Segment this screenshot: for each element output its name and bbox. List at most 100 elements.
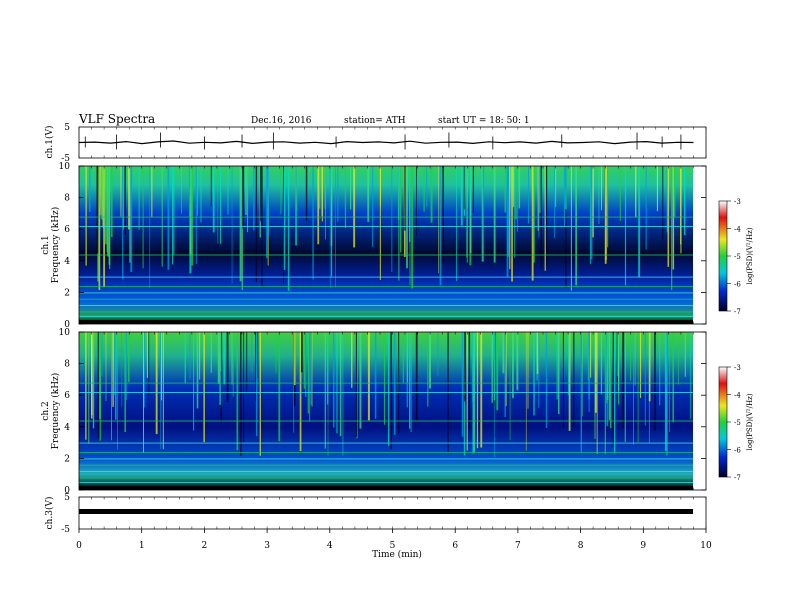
spectrogram-streak	[390, 332, 392, 450]
spectrogram-band	[79, 471, 693, 472]
spectrogram-streak	[516, 332, 519, 391]
spectrogram-streak	[91, 332, 93, 419]
colorbar-tick-label: -6	[734, 281, 741, 289]
spectrogram-streak	[531, 166, 534, 281]
spectrogram-streak	[480, 332, 483, 448]
spectrogram-band	[79, 452, 693, 454]
spectrogram-streak	[517, 166, 518, 232]
start-time-label: start UT = 18: 50: 1	[438, 116, 530, 126]
spectrogram-streak	[537, 166, 539, 231]
spectrogram-streak	[671, 166, 673, 291]
spectrogram-streak	[461, 332, 464, 437]
spectrogram-streak	[564, 166, 567, 210]
spectrogram-streak	[533, 166, 535, 263]
spectrogram-streak	[332, 332, 335, 428]
spectrogram-streak	[353, 166, 356, 248]
spectrogram-streak	[544, 166, 546, 271]
spectrogram-streak	[512, 332, 514, 399]
spectrogram-streak	[193, 332, 195, 431]
spectrogram-streak	[245, 166, 247, 215]
spectrogram-streak	[367, 332, 370, 421]
colorbar-tick-label: -5	[734, 419, 741, 427]
spectrogram-streak	[305, 332, 307, 397]
spectrogram-baseline	[79, 320, 693, 324]
spectrogram-streak	[662, 166, 664, 241]
x-tick-label: 10	[700, 541, 712, 551]
ch1-frequency-label: Frequency (kHz)	[50, 207, 61, 284]
spectrogram-streak	[562, 332, 564, 428]
spectrogram-streak	[669, 332, 671, 432]
spectrogram-streak	[283, 166, 286, 270]
ch1-colorbar-gradient	[718, 200, 728, 312]
spectrogram-streak	[227, 166, 229, 215]
spectrogram-streak	[391, 166, 393, 272]
spectrogram-streak	[555, 166, 557, 208]
y-tick-label: 10	[59, 162, 71, 172]
x-tick-label: 7	[515, 541, 521, 551]
spectrogram-streak	[128, 166, 130, 230]
spectrogram-streak	[223, 332, 226, 385]
spectrogram-streak	[513, 166, 515, 207]
spectrogram-streak	[473, 332, 476, 452]
colorbar-tick-label: -4	[734, 392, 741, 400]
spectrogram-streak	[210, 166, 212, 207]
spectrogram-streak	[482, 166, 485, 262]
spectrogram-streak	[622, 332, 625, 428]
spectrogram-streak	[195, 166, 197, 264]
spectrogram-streak	[509, 332, 511, 440]
spectrogram-streak	[472, 166, 474, 213]
spectrogram-streak	[253, 166, 255, 231]
spectrogram-streak	[374, 332, 377, 419]
spectrogram-streak	[283, 166, 285, 284]
spectrogram-streak	[367, 166, 370, 222]
ch2-colorbar-label: log(PSD)(V²/Hz)	[746, 393, 754, 450]
spectrogram-streak	[645, 166, 647, 250]
spectrogram-streak	[633, 332, 634, 445]
spectrogram-streak	[161, 166, 163, 267]
y-tick-label: 8	[64, 194, 70, 204]
x-tick-label: 8	[578, 541, 584, 551]
spectrogram-streak	[355, 332, 357, 437]
spectrogram-band	[79, 254, 693, 256]
spectrogram-streak	[505, 332, 507, 407]
spectrogram-streak	[319, 166, 321, 209]
ch2-channel-label: ch.2	[41, 401, 51, 420]
spectrogram-streak	[409, 332, 411, 429]
spectrogram-streak	[606, 332, 609, 400]
spectrogram-streak	[344, 166, 347, 228]
y-tick-label: 8	[64, 360, 70, 370]
colorbar-tick-label: -3	[734, 364, 741, 372]
ch1-colorbar: -3 -4 -5 -6 -7 log(PSD)(V²/Hz)	[718, 198, 754, 316]
spectrogram-streak	[342, 332, 344, 456]
spectrogram-streak	[130, 166, 133, 273]
spectrogram-streak	[231, 166, 233, 284]
spectrogram-streak	[196, 332, 199, 409]
spectrogram-streak	[648, 332, 651, 402]
spectrogram-streak	[466, 166, 468, 263]
colorbar-tick-label: -4	[734, 226, 741, 234]
y-tick-label: 0	[64, 320, 70, 330]
colorbar-tick-label: -7	[734, 474, 741, 482]
y-tick-label: 2	[64, 454, 70, 464]
spectrogram-streak	[98, 166, 101, 290]
spectrogram-streak	[226, 332, 229, 403]
spectrogram-streak	[278, 332, 281, 442]
spectrogram-streak	[120, 166, 122, 217]
spectrogram-streak	[598, 166, 600, 225]
ch2-spectrogram-panel: 0 2 4 6 8 10 Frequency (kHz) ch.2	[41, 328, 707, 496]
spectrogram-band	[79, 482, 693, 484]
spectrogram-streak	[553, 166, 555, 238]
spectrogram-streak	[103, 166, 104, 232]
ch1-ylabel: ch.1(V)	[44, 126, 55, 159]
spectrogram-streak	[96, 166, 99, 254]
colorbar-tick-label: -5	[734, 253, 741, 261]
spectrogram-streak	[539, 166, 542, 213]
spectrogram-streak	[504, 166, 507, 213]
spectrogram-streak	[573, 332, 575, 426]
spectrogram-streak	[673, 166, 676, 217]
spectrogram-streak	[527, 332, 529, 409]
spectrogram-streak	[616, 332, 618, 383]
spectrogram-streak	[236, 332, 239, 451]
spectrogram-streak	[124, 166, 126, 236]
spectrogram-streak	[470, 166, 472, 217]
